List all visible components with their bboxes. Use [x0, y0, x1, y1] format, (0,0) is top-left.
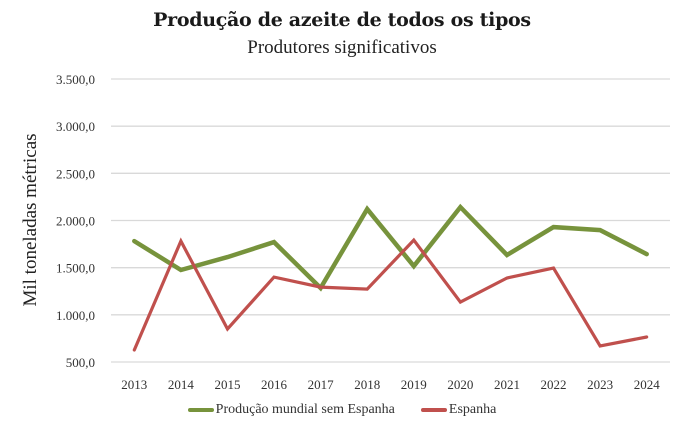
x-tick-label: 2013 [121, 377, 147, 392]
x-tick-label: 2021 [494, 377, 520, 392]
x-tick-label: 2017 [308, 377, 335, 392]
y-tick-label: 500,0 [66, 355, 95, 370]
legend-item-world[interactable]: Produção mundial sem Espanha [187, 402, 395, 418]
chart-subtitle: Produtores significativos [247, 37, 437, 58]
y-tick-label: 2.500,0 [56, 166, 95, 181]
x-tick-label: 2023 [587, 377, 613, 392]
x-tick-labels: 2013 2014 2015 2016 2017 2018 2019 2020 2021 2022… [121, 377, 660, 392]
x-tick-label: 2022 [541, 377, 567, 392]
x-tick-label: 2016 [261, 377, 288, 392]
y-axis-label: Mil toneladas métricas [20, 133, 41, 306]
legend-swatch-world [187, 408, 214, 412]
x-tick-label: 2015 [214, 377, 240, 392]
x-tick-label: 2018 [354, 377, 380, 392]
y-tick-labels: 500,0 1.000,0 1.500,0 2.000,0 2.500,0 3.000,0… [56, 72, 95, 370]
chart-title: Produção de azeite de todos os tipos [153, 9, 531, 31]
series-lines [132, 203, 649, 352]
legend-label-spain: Espanha [448, 402, 497, 417]
legend-label-world: Produção mundial sem Espanha [215, 402, 395, 417]
legend-item-spain[interactable]: Espanha [420, 402, 497, 418]
x-tick-label: 2020 [447, 377, 473, 392]
series-line-world-without-spain [132, 203, 649, 292]
x-tick-label: 2024 [634, 377, 661, 392]
y-tick-label: 1.000,0 [56, 308, 95, 323]
x-tick-label: 2019 [401, 377, 427, 392]
y-tick-label: 3.000,0 [56, 119, 95, 134]
y-tick-label: 2.000,0 [56, 214, 95, 229]
y-tick-label: 1.500,0 [56, 261, 95, 276]
legend-swatch-spain [420, 408, 447, 412]
x-tick-label: 2014 [168, 377, 195, 392]
legend: Produção mundial sem Espanha Espanha [0, 402, 684, 418]
y-tick-label: 3.500,0 [56, 72, 95, 87]
series-line-spain [132, 237, 649, 352]
gridlines [111, 78, 670, 363]
